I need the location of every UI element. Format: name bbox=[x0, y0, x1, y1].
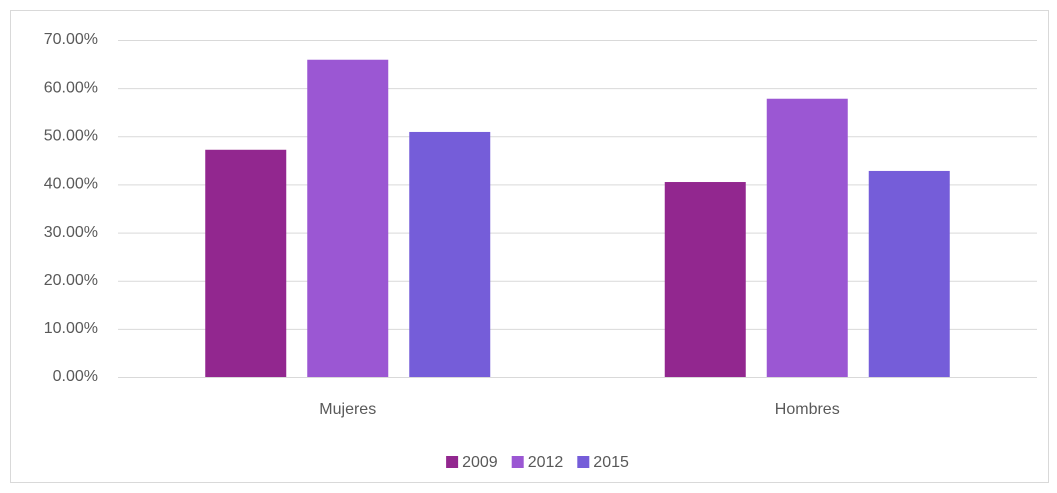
bar bbox=[766, 98, 848, 377]
y-tick-label: 40.00% bbox=[44, 176, 98, 193]
y-tick-label: 30.00% bbox=[44, 224, 98, 241]
y-tick-label: 0.00% bbox=[53, 368, 98, 385]
x-tick-label: Hombres bbox=[775, 401, 840, 418]
legend-label: 2009 bbox=[462, 454, 498, 471]
legend-label: 2015 bbox=[593, 454, 629, 471]
legend-swatch bbox=[577, 456, 590, 468]
bar bbox=[868, 170, 950, 377]
y-tick-label: 70.00% bbox=[44, 31, 98, 48]
bar bbox=[307, 59, 389, 377]
legend-swatch bbox=[446, 456, 459, 468]
y-tick-label: 60.00% bbox=[44, 79, 98, 96]
bar bbox=[205, 149, 287, 377]
bar bbox=[664, 182, 746, 377]
y-tick-label: 20.00% bbox=[44, 272, 98, 289]
x-tick-label: Mujeres bbox=[319, 401, 376, 418]
y-tick-label: 50.00% bbox=[44, 128, 98, 145]
y-tick-label: 10.00% bbox=[44, 320, 98, 337]
legend-swatch bbox=[511, 456, 524, 468]
bar bbox=[409, 131, 491, 377]
legend-label: 2012 bbox=[528, 454, 564, 471]
